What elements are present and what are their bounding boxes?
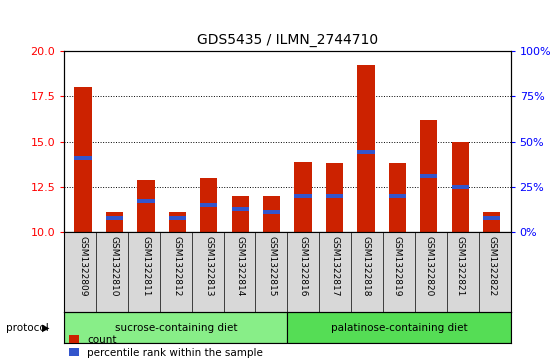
Text: GSM1322811: GSM1322811 xyxy=(141,236,151,297)
Bar xyxy=(64,312,287,343)
Bar xyxy=(357,65,374,232)
Bar xyxy=(420,120,437,232)
Text: sucrose-containing diet: sucrose-containing diet xyxy=(114,323,237,333)
Bar xyxy=(295,194,312,198)
Bar xyxy=(137,180,155,232)
Bar xyxy=(232,207,249,211)
Bar xyxy=(420,174,437,178)
Bar xyxy=(389,194,406,198)
Bar xyxy=(483,216,501,220)
Bar xyxy=(200,203,218,207)
Text: palatinose-containing diet: palatinose-containing diet xyxy=(331,323,467,333)
Text: GSM1322814: GSM1322814 xyxy=(235,236,245,297)
Bar xyxy=(389,163,406,232)
Text: GSM1322809: GSM1322809 xyxy=(79,236,88,297)
Bar xyxy=(200,178,218,232)
Bar xyxy=(326,163,343,232)
Bar xyxy=(74,156,92,160)
Text: GSM1322821: GSM1322821 xyxy=(456,236,465,297)
Legend: count, percentile rank within the sample: count, percentile rank within the sample xyxy=(69,335,263,358)
Bar xyxy=(263,196,280,232)
Bar xyxy=(295,162,312,232)
Text: GSM1322820: GSM1322820 xyxy=(424,236,434,297)
Text: GSM1322819: GSM1322819 xyxy=(393,236,402,297)
Bar xyxy=(451,142,469,232)
Bar xyxy=(357,150,374,154)
Bar xyxy=(483,212,501,232)
Bar xyxy=(451,185,469,189)
Text: GSM1322817: GSM1322817 xyxy=(330,236,339,297)
Title: GDS5435 / ILMN_2744710: GDS5435 / ILMN_2744710 xyxy=(197,33,378,47)
Bar xyxy=(287,312,511,343)
Bar xyxy=(169,216,186,220)
Text: protocol: protocol xyxy=(6,323,49,333)
Text: GSM1322818: GSM1322818 xyxy=(362,236,371,297)
Text: GSM1322812: GSM1322812 xyxy=(173,236,182,297)
Text: GSM1322822: GSM1322822 xyxy=(487,236,496,297)
Bar xyxy=(137,199,155,203)
Text: GSM1322813: GSM1322813 xyxy=(204,236,213,297)
Bar xyxy=(74,87,92,232)
Bar xyxy=(232,196,249,232)
Bar xyxy=(263,210,280,214)
Text: GSM1322816: GSM1322816 xyxy=(299,236,307,297)
Text: GSM1322815: GSM1322815 xyxy=(267,236,276,297)
Text: GSM1322810: GSM1322810 xyxy=(110,236,119,297)
Bar xyxy=(169,212,186,232)
Text: ▶: ▶ xyxy=(42,323,49,333)
Bar xyxy=(326,194,343,198)
Bar xyxy=(106,212,123,232)
Bar xyxy=(106,216,123,220)
